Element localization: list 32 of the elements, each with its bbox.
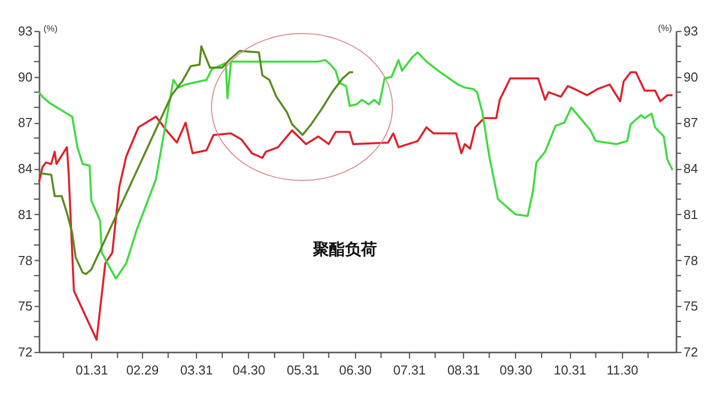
x-tick-label: 10.31 xyxy=(554,362,586,378)
x-tick-label: 07.31 xyxy=(393,362,426,378)
y-axis-title: (%) xyxy=(44,24,58,34)
x-tick-label: 03.31 xyxy=(180,362,213,378)
y-tick-label: 78 xyxy=(18,252,32,268)
y-tick-label: 93 xyxy=(18,24,32,38)
x-tick-label: 05.31 xyxy=(286,362,320,378)
y2-tick-label: 81 xyxy=(684,206,698,222)
x-tick-label: 06.30 xyxy=(339,362,372,378)
y-tick-label: 84 xyxy=(18,161,32,176)
x-tick-label: 04.30 xyxy=(232,362,266,378)
x-tick-label: 11.30 xyxy=(606,362,638,378)
y2-tick-label: 72 xyxy=(684,344,698,360)
y-tick-label: 75 xyxy=(18,298,32,314)
y2-tick-label: 84 xyxy=(684,161,698,176)
y2-axis-title: (%) xyxy=(658,23,672,33)
line-series xyxy=(38,51,674,280)
y-tick-label: 72 xyxy=(18,344,32,360)
y2-tick-label: 78 xyxy=(684,252,698,268)
x-tick-label: 02.29 xyxy=(126,362,159,378)
line-series xyxy=(38,71,674,341)
y-tick-label: 87 xyxy=(18,115,32,130)
annotation: 聚酯负荷 xyxy=(312,240,377,258)
y-tick-label: 90 xyxy=(18,69,32,84)
y2-tick-label: 87 xyxy=(684,115,698,130)
x-tick-label: 08.31 xyxy=(447,362,480,378)
x-tick-label: 09.30 xyxy=(500,362,532,378)
y2-tick-label: 90 xyxy=(684,69,698,84)
y2-tick-label: 75 xyxy=(684,298,698,314)
x-tick-label: 01.31 xyxy=(76,362,108,378)
y-tick-label: 81 xyxy=(18,206,32,222)
y2-tick-label: 93 xyxy=(684,24,698,38)
